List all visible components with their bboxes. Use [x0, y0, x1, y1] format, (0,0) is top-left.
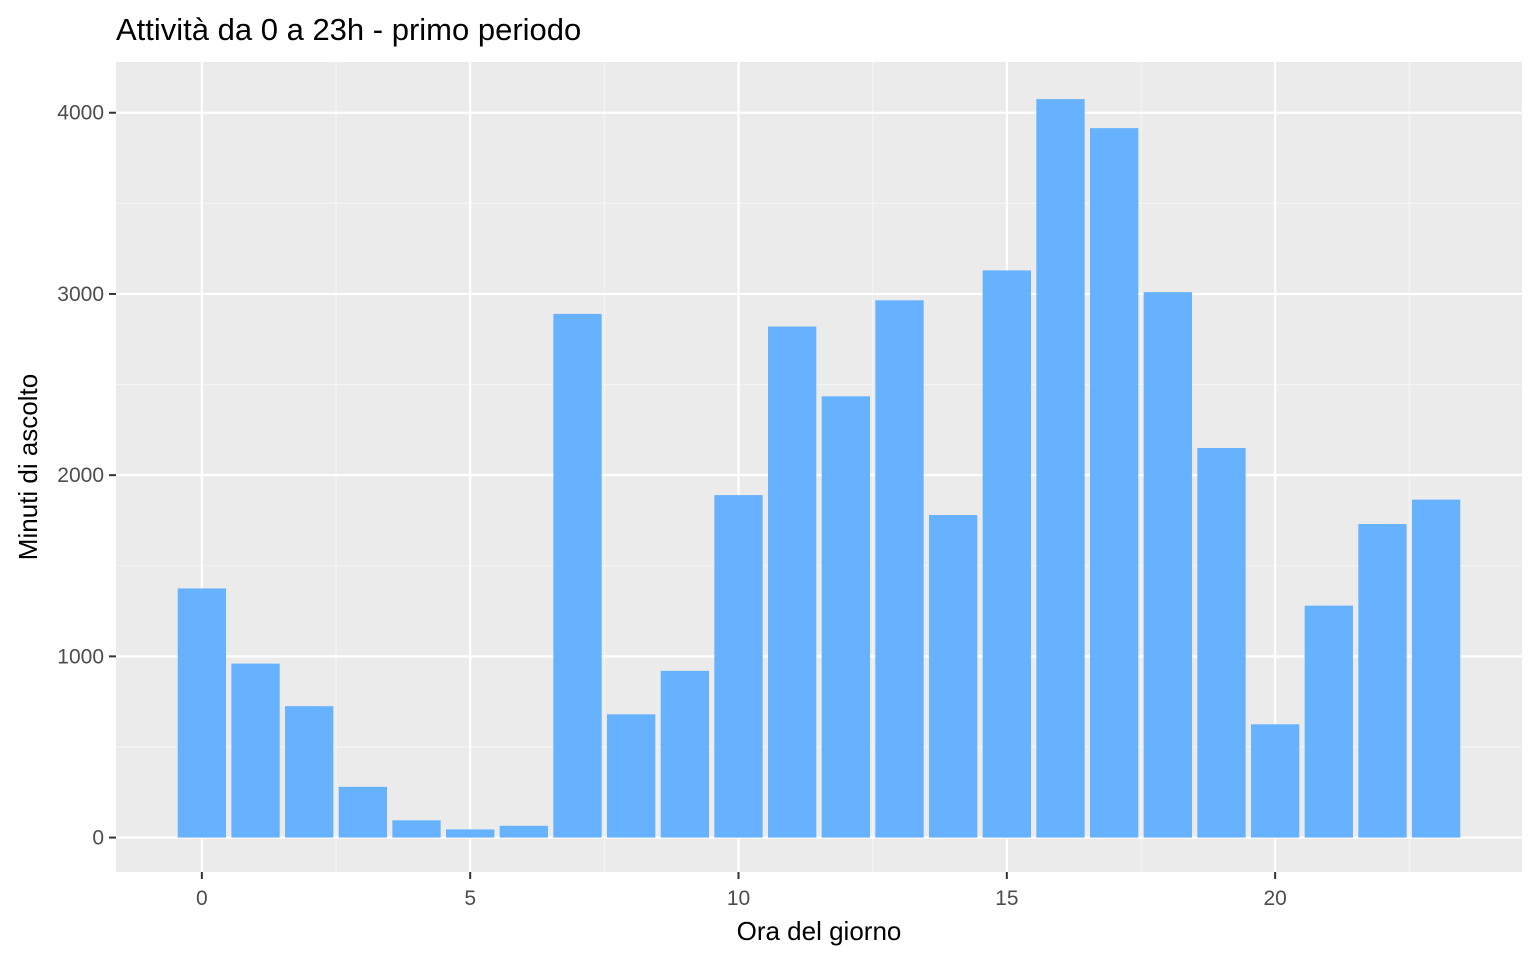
- bar-hour-7: [553, 313, 602, 838]
- bar-hour-10: [714, 495, 763, 838]
- bar-hour-0: [177, 588, 227, 838]
- x-axis: 0 5 10 15 20: [196, 872, 1287, 910]
- chart-title: Attività da 0 a 23h - primo periodo: [116, 12, 581, 47]
- y-tick-label: 0: [92, 827, 104, 850]
- bar-hour-2: [285, 706, 334, 838]
- bar-hour-21: [1304, 605, 1353, 838]
- bar-hour-11: [768, 326, 817, 838]
- bars: [177, 99, 1461, 838]
- bar-hour-14: [929, 515, 978, 838]
- bar-hour-22: [1358, 524, 1407, 838]
- bar-hour-17: [1090, 128, 1139, 838]
- bar-hour-1: [231, 663, 280, 838]
- bar-hour-19: [1197, 447, 1246, 838]
- y-axis-title: Minuti di ascolto: [13, 374, 43, 560]
- bar-hour-13: [875, 300, 924, 838]
- bar-hour-18: [1143, 292, 1192, 838]
- bar-hour-4: [392, 820, 441, 838]
- bar-hour-12: [821, 396, 870, 838]
- bar-hour-5: [446, 829, 495, 838]
- bar-hour-15: [982, 270, 1031, 838]
- y-tick-label: 1000: [57, 645, 104, 668]
- y-tick-label: 3000: [57, 283, 104, 306]
- bar-hour-6: [499, 825, 548, 838]
- y-tick-label: 2000: [57, 464, 104, 487]
- x-tick-label: 5: [464, 887, 476, 910]
- y-axis: 0 1000 2000 3000 4000: [57, 102, 116, 850]
- bar-hour-3: [338, 786, 388, 838]
- bar-hour-20: [1250, 724, 1300, 838]
- bar-hour-23: [1411, 499, 1461, 838]
- y-tick-label: 4000: [57, 102, 104, 125]
- bar-hour-9: [660, 670, 709, 838]
- x-tick-label: 20: [1263, 887, 1286, 910]
- bar-hour-16: [1036, 99, 1085, 838]
- x-tick-label: 15: [995, 887, 1018, 910]
- x-tick-label: 10: [727, 887, 750, 910]
- x-tick-label: 0: [196, 887, 208, 910]
- bar-hour-8: [607, 714, 656, 838]
- x-axis-title: Ora del giorno: [737, 916, 902, 946]
